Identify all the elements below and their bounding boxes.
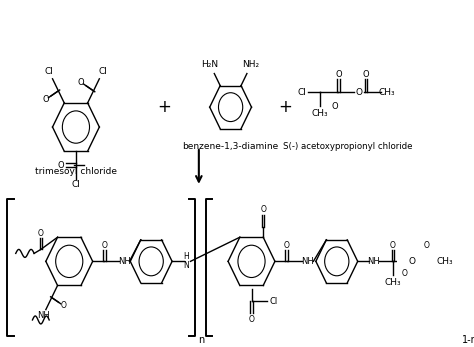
Text: Cl: Cl: [98, 67, 107, 76]
Text: O: O: [409, 257, 416, 266]
Text: O: O: [423, 241, 429, 250]
Text: O: O: [401, 269, 408, 278]
Text: benzene-1,3-diamine: benzene-1,3-diamine: [182, 143, 279, 151]
Text: O: O: [60, 301, 66, 310]
Text: O: O: [363, 70, 369, 79]
Text: NH₂: NH₂: [243, 60, 260, 69]
Text: CH₃: CH₃: [437, 257, 453, 266]
Text: Cl: Cl: [72, 180, 81, 189]
Text: S(-) acetoxypropionyl chloride: S(-) acetoxypropionyl chloride: [283, 143, 412, 151]
Text: 1-n: 1-n: [462, 335, 474, 345]
Text: CH₃: CH₃: [384, 278, 401, 287]
Text: N: N: [183, 261, 189, 270]
Text: H₂N: H₂N: [201, 60, 219, 69]
Text: H: H: [183, 252, 189, 261]
Text: CH₃: CH₃: [379, 88, 395, 97]
Text: +: +: [157, 98, 171, 116]
Text: O: O: [332, 102, 338, 111]
Text: NH: NH: [37, 311, 50, 320]
Text: NH: NH: [301, 257, 314, 266]
Text: O: O: [335, 70, 342, 79]
Text: n: n: [198, 335, 204, 345]
Text: O: O: [355, 88, 362, 97]
Text: O: O: [38, 229, 44, 238]
Text: Cl: Cl: [45, 67, 54, 76]
Text: O: O: [78, 78, 84, 87]
Text: O: O: [260, 205, 266, 214]
Text: O: O: [101, 241, 107, 250]
Text: trimesoyl chloride: trimesoyl chloride: [35, 167, 117, 176]
Text: O: O: [248, 315, 255, 323]
Text: NH: NH: [367, 257, 380, 266]
Text: +: +: [278, 98, 292, 116]
Text: Cl: Cl: [269, 297, 277, 306]
Text: CH₃: CH₃: [312, 109, 328, 118]
Text: NH: NH: [118, 257, 131, 266]
Text: O: O: [390, 241, 396, 250]
Text: O: O: [57, 161, 64, 170]
Text: Cl: Cl: [297, 88, 306, 97]
Text: O: O: [43, 95, 49, 104]
Text: O: O: [283, 241, 290, 250]
